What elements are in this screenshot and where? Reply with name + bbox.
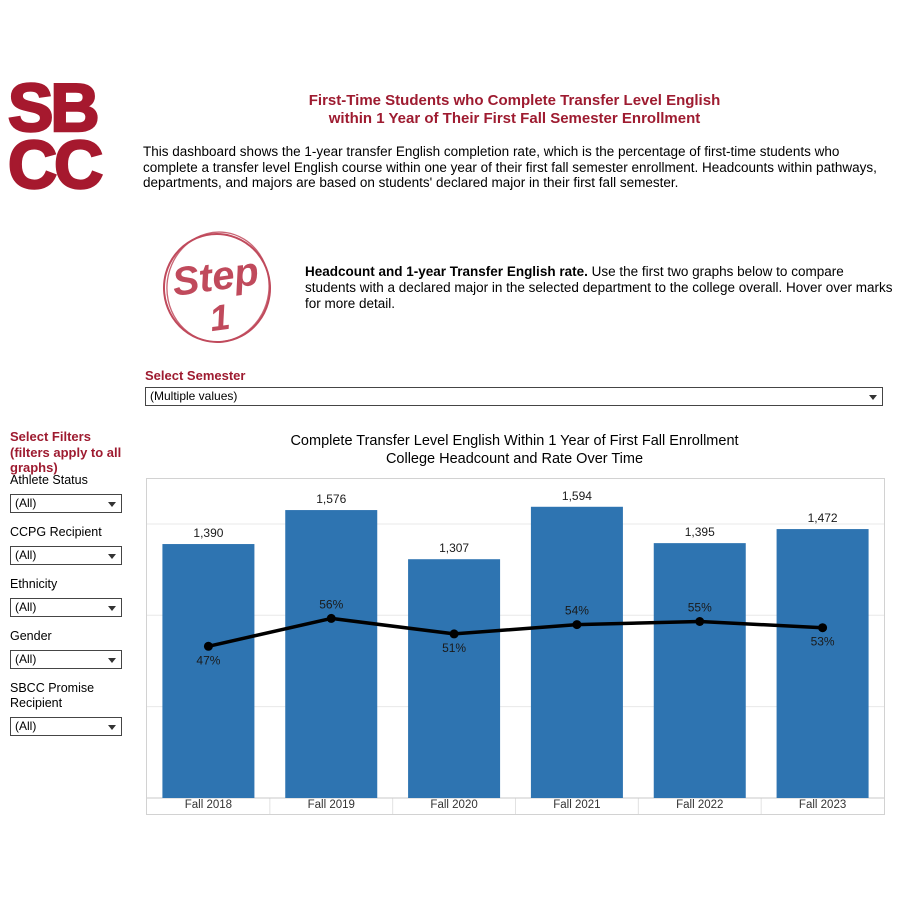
chevron-down-icon [108, 725, 116, 730]
step-1-badge: Step 1 [162, 231, 272, 343]
x-axis-label-fall-2019: Fall 2019 [308, 799, 355, 811]
bar-fall-2023[interactable] [776, 529, 869, 798]
step-instruction-text: Use the first two graphs below to compar… [305, 264, 893, 311]
gender-dropdown-value: (All) [15, 652, 37, 666]
filter-label-ethnicity: Ethnicity [10, 577, 58, 591]
page-description: This dashboard shows the 1-year transfer… [143, 144, 877, 190]
rate-point-fall-2020[interactable] [449, 629, 459, 639]
semester-filter-label: Select Semester [145, 368, 246, 383]
chevron-down-icon [108, 554, 116, 559]
bar-value-label-fall-2020: 1,307 [439, 541, 469, 555]
filter-group-ccpg-recipient: CCPG Recipient (All) [10, 525, 122, 565]
rate-point-fall-2018[interactable] [203, 641, 213, 651]
filter-group-gender: Gender (All) [10, 629, 122, 669]
rate-point-fall-2021[interactable] [572, 620, 582, 630]
x-axis-label-fall-2022: Fall 2022 [676, 799, 723, 811]
bar-value-label-fall-2019: 1,576 [316, 492, 346, 506]
bar-value-label-fall-2022: 1,395 [685, 525, 715, 539]
headcount-rate-chart: 1,390 Fall 2018 1,576 Fall 2019 1,307 Fall 20… [146, 478, 885, 815]
filter-label-ccpg-recipient: CCPG Recipient [10, 525, 102, 539]
sidebar-filters-title: Select Filters (filters apply to all gra… [10, 429, 122, 475]
rate-label-fall-2018: 47% [196, 653, 220, 667]
sbcc-promise-dropdown[interactable]: (All) [10, 717, 122, 736]
ethnicity-dropdown-value: (All) [15, 600, 37, 614]
ethnicity-dropdown[interactable]: (All) [10, 598, 122, 617]
rate-label-fall-2020: 51% [442, 641, 466, 655]
rate-point-fall-2019[interactable] [326, 613, 336, 623]
chevron-down-icon [108, 658, 116, 663]
filter-label-sbcc-promise: SBCC Promise Recipient [10, 681, 95, 710]
ccpg-recipient-dropdown-value: (All) [15, 548, 37, 562]
filter-label-athlete-status: Athlete Status [10, 473, 88, 487]
athlete-status-dropdown[interactable]: (All) [10, 494, 122, 513]
gender-dropdown[interactable]: (All) [10, 650, 122, 669]
filter-group-ethnicity: Ethnicity (All) [10, 577, 122, 617]
sbcc-promise-dropdown-value: (All) [15, 719, 37, 733]
filter-label-gender: Gender [10, 629, 52, 643]
filter-group-athlete-status: Athlete Status (All) [10, 473, 122, 513]
bar-fall-2019[interactable] [285, 510, 378, 798]
x-axis-label-fall-2020: Fall 2020 [430, 799, 477, 811]
x-axis-label-fall-2018: Fall 2018 [185, 799, 232, 811]
chevron-down-icon [108, 502, 116, 507]
bar-value-label-fall-2021: 1,594 [562, 489, 592, 503]
rate-label-fall-2022: 55% [688, 601, 712, 615]
step-instruction: Headcount and 1-year Transfer English ra… [305, 264, 897, 312]
bar-value-label-fall-2023: 1,472 [808, 511, 838, 525]
chart-canvas: 1,390 Fall 2018 1,576 Fall 2019 1,307 Fall 20… [147, 489, 884, 814]
semester-dropdown[interactable]: (Multiple values) [145, 387, 883, 406]
page-title-line2: within 1 Year of Their First Fall Semest… [328, 110, 701, 127]
x-axis-label-fall-2023: Fall 2023 [799, 799, 846, 811]
page-title: First-Time Students who Complete Transfe… [146, 92, 883, 128]
chart-title-line1: Complete Transfer Level English Within 1… [290, 433, 739, 449]
chart-title-line2: College Headcount and Rate Over Time [385, 451, 644, 467]
rate-line [208, 616, 823, 649]
semester-dropdown-value: (Multiple values) [150, 389, 238, 403]
chevron-down-icon [108, 606, 116, 611]
sbcc-logo-line2: CC [7, 127, 105, 203]
bar-fall-2022[interactable] [653, 543, 746, 798]
x-axis-label-fall-2021: Fall 2021 [553, 799, 600, 811]
bar-value-label-fall-2018: 1,390 [193, 526, 223, 540]
rate-point-fall-2022[interactable] [695, 617, 705, 626]
sbcc-logo-line1: SB [7, 70, 101, 146]
rate-point-fall-2023[interactable] [818, 623, 828, 633]
bar-fall-2018[interactable] [162, 544, 255, 798]
chevron-down-icon [869, 395, 877, 400]
filter-group-sbcc-promise: SBCC Promise Recipient (All) [10, 681, 122, 736]
step-instruction-bold: Headcount and 1-year Transfer English ra… [305, 264, 588, 279]
bar-fall-2021[interactable] [530, 506, 623, 798]
rate-label-fall-2023: 53% [811, 635, 835, 649]
chart-title: Complete Transfer Level English Within 1… [146, 432, 883, 468]
page-title-line1: First-Time Students who Complete Transfe… [308, 92, 721, 109]
rate-label-fall-2019: 56% [319, 597, 343, 611]
ccpg-recipient-dropdown[interactable]: (All) [10, 546, 122, 565]
sbcc-logo: SB CC [7, 70, 105, 203]
step-badge-number: 1 [207, 296, 233, 339]
athlete-status-dropdown-value: (All) [15, 496, 37, 510]
bar-fall-2020[interactable] [408, 559, 501, 798]
rate-label-fall-2021: 54% [565, 604, 589, 618]
step-badge-circle-sketch [166, 231, 270, 343]
